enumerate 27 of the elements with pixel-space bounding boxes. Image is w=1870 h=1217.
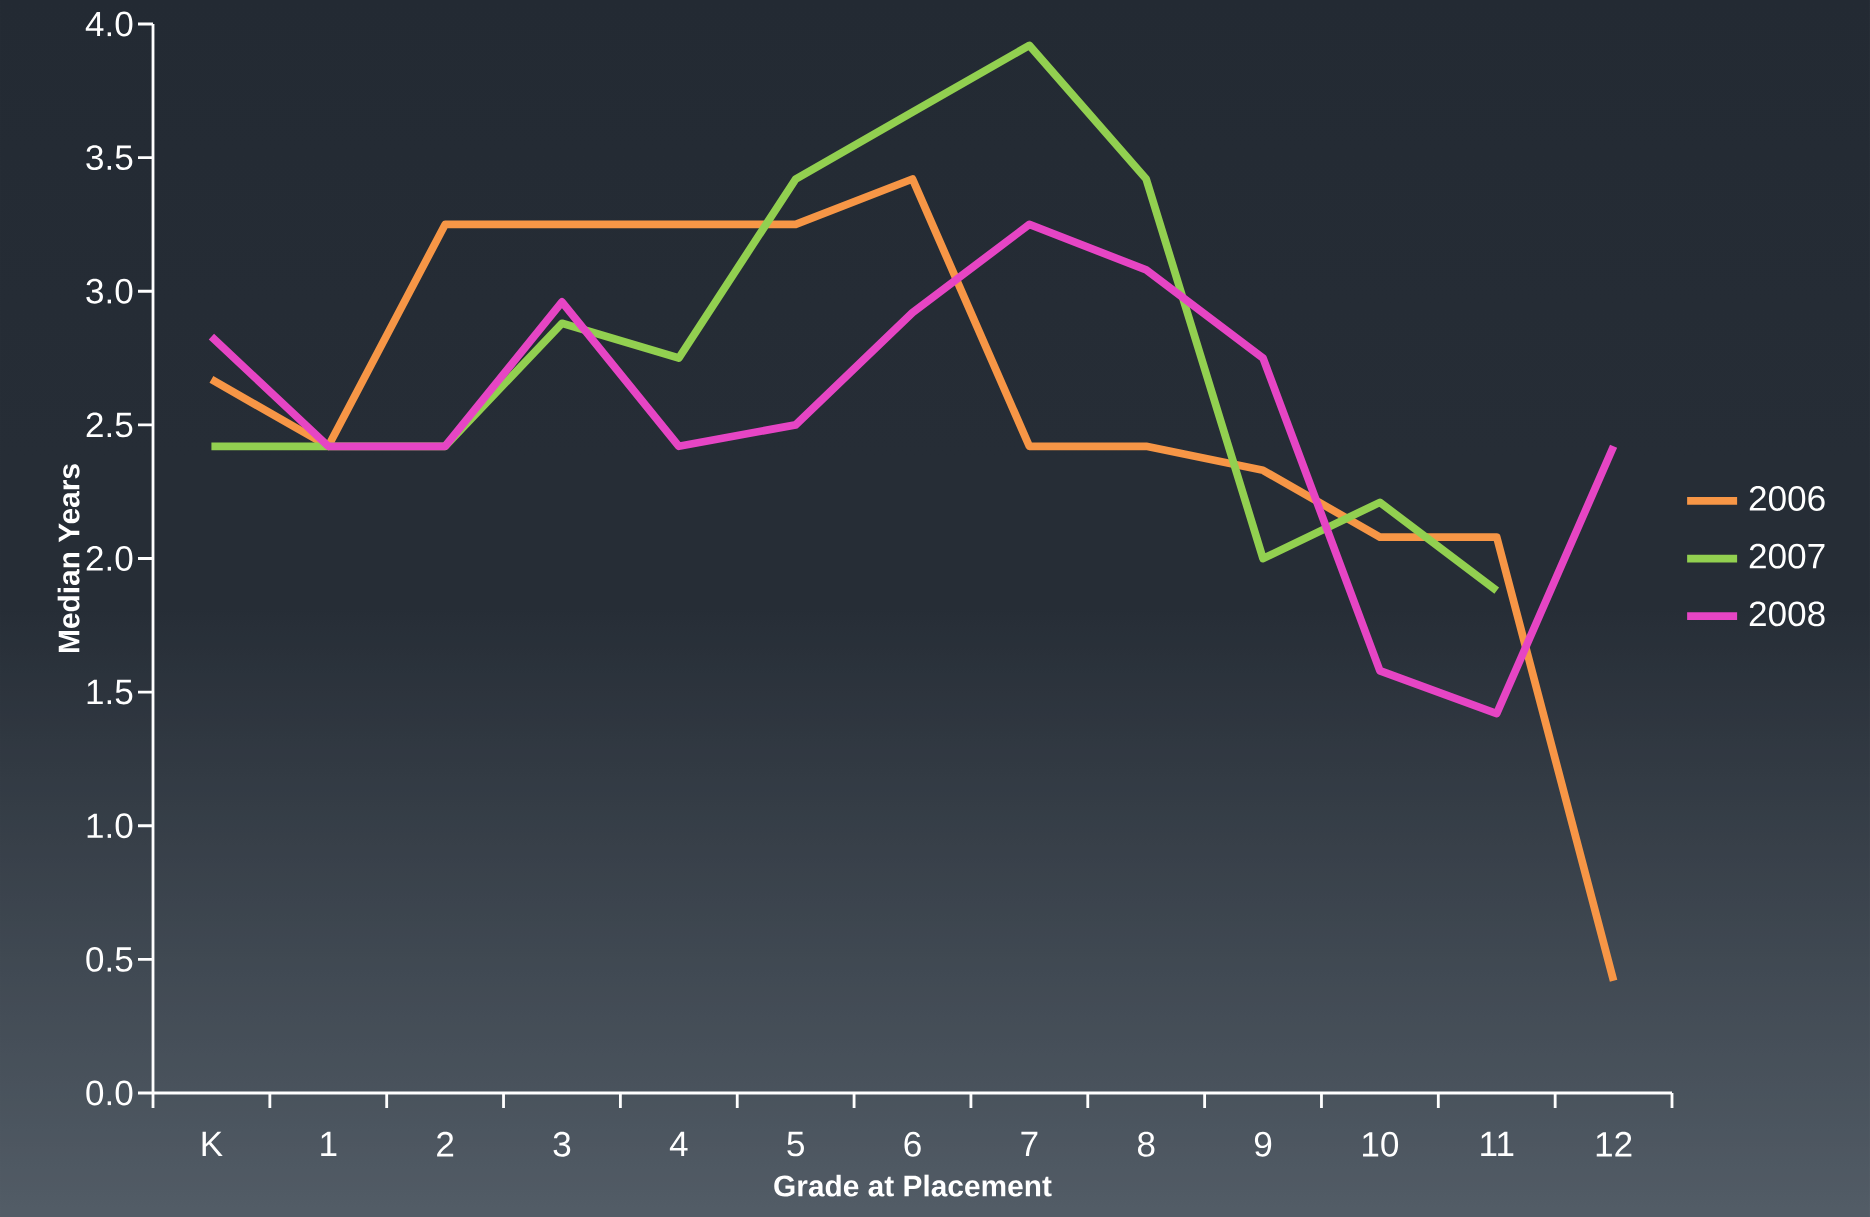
y-tick-label: 2.0: [86, 546, 133, 571]
y-axis-title: Median Years: [57, 464, 80, 652]
x-axis-title: Grade at Placement: [774, 1174, 1052, 1197]
y-tick-label: 0.0: [86, 1080, 133, 1106]
x-tick-label: 7: [1021, 1131, 1038, 1157]
legend-label: 2008: [1749, 601, 1825, 627]
y-tick-label: 3.0: [86, 278, 133, 304]
x-tick-label: 9: [1254, 1131, 1272, 1157]
x-tick-label: 12: [1596, 1131, 1632, 1157]
legend-label: 2006: [1749, 486, 1825, 511]
y-tick-label: 2.5: [86, 412, 133, 438]
x-tick-label: 4: [669, 1131, 688, 1157]
x-tick-label: 1: [321, 1131, 337, 1157]
y-tick-label: 0.5: [86, 946, 133, 972]
x-tick-label: 3: [553, 1131, 571, 1157]
y-tick-label: 3.5: [86, 145, 133, 171]
x-tick-label: 8: [1137, 1131, 1155, 1157]
legend-label: 2007: [1749, 543, 1825, 569]
x-tick-label: 5: [787, 1131, 804, 1157]
x-tick-label: 6: [904, 1131, 921, 1157]
x-tick-label: K: [202, 1131, 223, 1157]
y-tick-label: 1.5: [87, 679, 133, 705]
x-tick-label: 11: [1481, 1131, 1514, 1157]
y-tick-label: 1.0: [87, 813, 133, 839]
y-tick-label: 4.0: [85, 11, 133, 37]
x-tick-label: 10: [1363, 1131, 1399, 1157]
x-tick-label: 2: [437, 1131, 454, 1157]
